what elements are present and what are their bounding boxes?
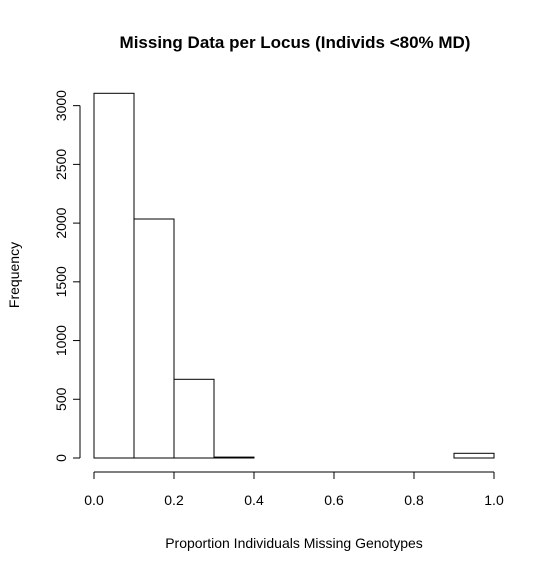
x-tick-label: 0.6	[324, 492, 344, 508]
y-tick-label: 2500	[53, 149, 69, 180]
y-tick-label: 1000	[53, 325, 69, 356]
y-tick-label: 2000	[53, 207, 69, 238]
chart-title: Missing Data per Locus (Individs <80% MD…	[120, 33, 471, 52]
x-tick-label: 0.4	[244, 492, 264, 508]
x-axis: 0.0 0.2 0.4 0.6 0.8 1.0	[84, 471, 504, 508]
histogram-bar-1	[133, 218, 175, 459]
x-axis-label: Proportion Individuals Missing Genotypes	[165, 535, 423, 551]
y-axis: 0 500 1000 1500 2000 2500 3000	[53, 90, 81, 462]
y-tick-label: 3000	[53, 90, 69, 121]
y-tick-label: 1500	[53, 266, 69, 297]
x-tick-label: 1.0	[484, 492, 504, 508]
histogram-bar-9	[453, 452, 495, 459]
histogram-bar-0	[93, 92, 135, 459]
x-tick-label: 0.8	[404, 492, 424, 508]
y-tick-label: 500	[53, 387, 69, 411]
x-tick-label: 0.2	[164, 492, 184, 508]
y-axis-label: Frequency	[6, 242, 22, 308]
x-tick-label: 0.0	[84, 492, 104, 508]
y-tick-label: 0	[53, 454, 69, 462]
histogram-bar-3	[213, 456, 255, 459]
histogram-bars	[93, 92, 495, 459]
histogram-bar-2	[173, 378, 215, 459]
